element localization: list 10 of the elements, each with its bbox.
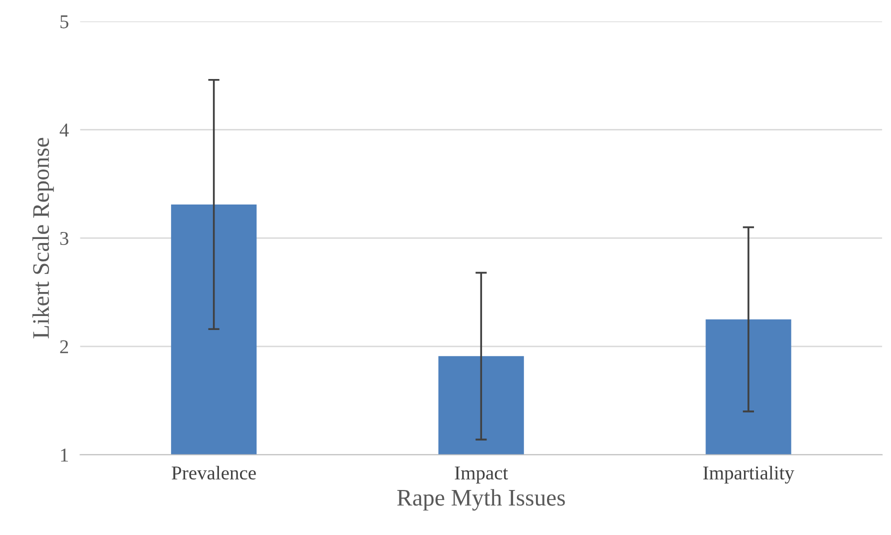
y-tick-label: 2 [60,340,68,354]
y-tick-label: 1 [61,448,68,462]
x-tick-label: Prevalence [172,466,256,480]
y-tick-label: 4 [60,124,69,136]
y-axis-title: Likert Scale Reponse [32,138,54,338]
y-tick-label: 5 [60,15,68,28]
y-tick-label: 3 [60,232,68,246]
x-tick-label: Impartiality [703,466,794,484]
x-axis-title: Rape Myth Issues [397,489,565,511]
x-tick-label: Impact [454,466,508,484]
